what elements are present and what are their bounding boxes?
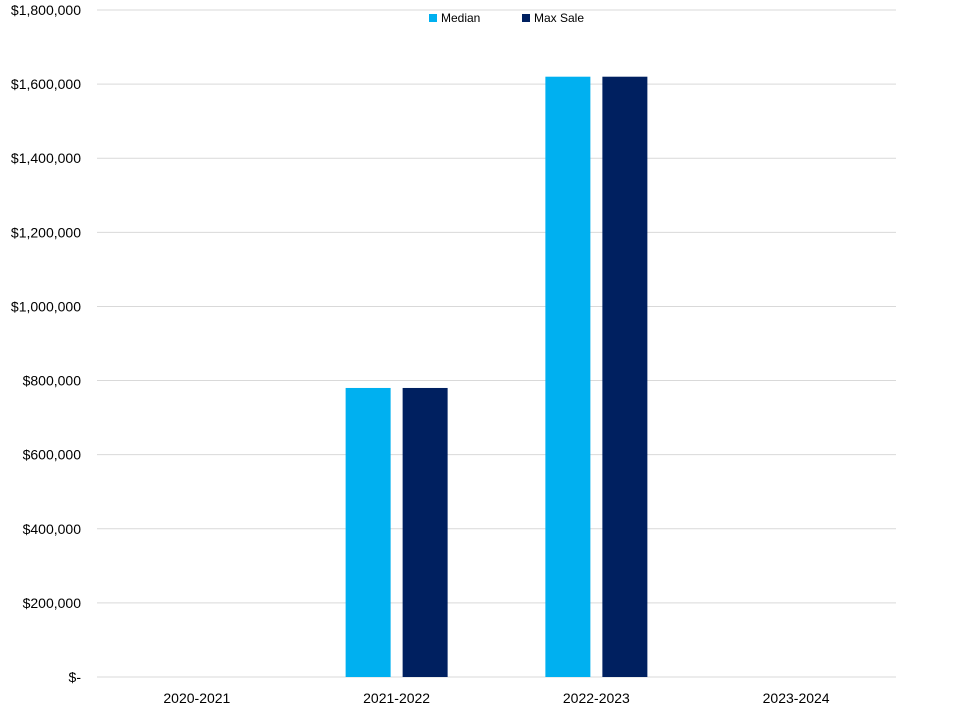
x-tick-label: 2020-2021 bbox=[163, 690, 230, 706]
y-tick-label: $- bbox=[69, 669, 82, 685]
legend-label-median: Median bbox=[441, 11, 480, 25]
bar-max-sale-2022-2023 bbox=[602, 76, 648, 677]
y-tick-label: $600,000 bbox=[23, 447, 82, 463]
y-tick-label: $1,600,000 bbox=[11, 76, 81, 92]
legend: Median Max Sale bbox=[429, 11, 584, 25]
bar-max-sale-2021-2022 bbox=[402, 387, 448, 677]
legend-label-max-sale: Max Sale bbox=[534, 11, 584, 25]
legend-swatch-max-sale bbox=[522, 14, 530, 22]
x-tick-label: 2021-2022 bbox=[363, 690, 430, 706]
y-tick-label: $1,800,000 bbox=[11, 2, 81, 18]
bars bbox=[345, 76, 648, 677]
y-tick-label: $1,000,000 bbox=[11, 298, 81, 314]
y-tick-label: $200,000 bbox=[23, 595, 82, 611]
bar-median-2021-2022 bbox=[345, 387, 391, 677]
legend-swatch-median bbox=[429, 14, 437, 22]
y-tick-label: $400,000 bbox=[23, 521, 82, 537]
y-tick-label: $1,200,000 bbox=[11, 224, 81, 240]
y-tick-label: $1,400,000 bbox=[11, 150, 81, 166]
x-tick-label: 2022-2023 bbox=[563, 690, 630, 706]
y-tick-label: $800,000 bbox=[23, 373, 82, 389]
bar-median-2022-2023 bbox=[545, 76, 591, 677]
gridlines bbox=[97, 9, 896, 678]
x-tick-label: 2023-2024 bbox=[763, 690, 830, 706]
x-axis-tick-labels: 2020-2021 2021-2022 2022-2023 2023-2024 bbox=[163, 690, 829, 706]
y-axis-tick-labels: $- $200,000 $400,000 $600,000 $800,000 $1,000… bbox=[11, 2, 81, 685]
